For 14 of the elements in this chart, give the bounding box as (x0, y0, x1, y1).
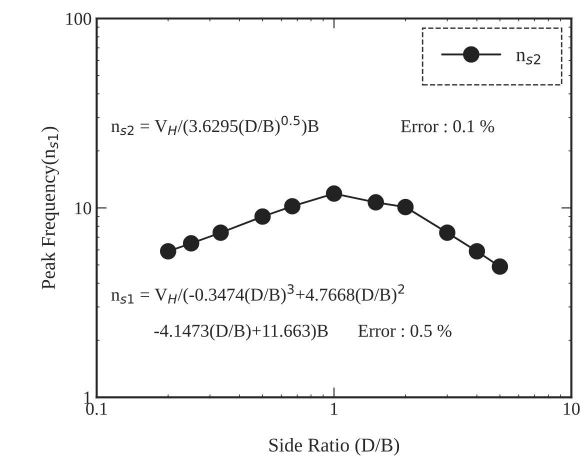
annotation: n$_{s1}$ = V$_{H}$/(-0.3474(D/B)$^{3}$+4.7668(D/B)$^{2}$ (111, 284, 404, 304)
y-tick-label: 100 (66, 12, 92, 25)
x-tick-label: 1 (331, 402, 338, 415)
y-axis-title: Peak Frequency(n$_{s1}$) (41, 126, 59, 290)
annotation: -4.1473(D/B)+11.663)B (154, 324, 328, 341)
x-tick-label: 10 (564, 402, 580, 415)
legend-label: n$_{s2}$ (516, 52, 540, 64)
annotation: Error : 0.1 % (400, 120, 494, 132)
x-axis-title: Side Ratio (D/B) (269, 438, 400, 456)
y-tick-label: 10 (75, 202, 92, 214)
y-tick-label: 1 (84, 392, 91, 404)
annotation: Error : 0.5 % (358, 324, 452, 337)
annotation: n$_{s2}$ = V$_{H}$/(3.6295(D/B)$^{0.5}$)B (111, 116, 318, 136)
x-tick-label: 0.1 (86, 402, 107, 415)
